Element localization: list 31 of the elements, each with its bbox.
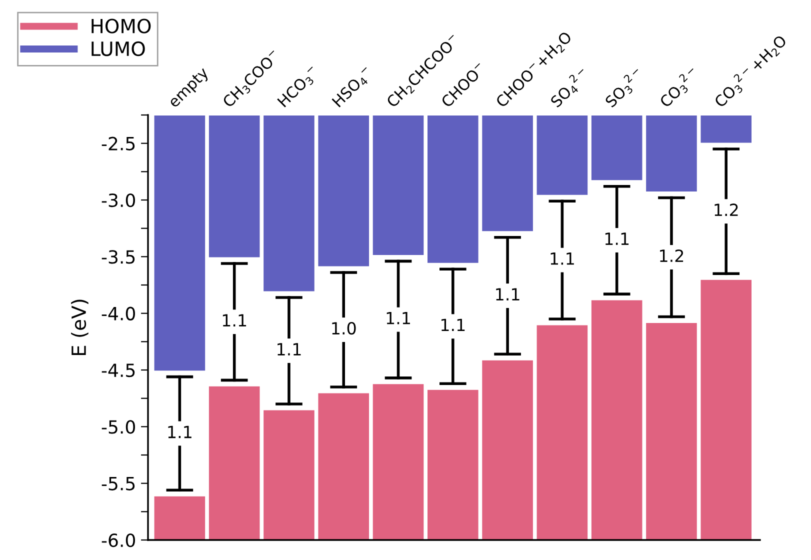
x-tick-label: SO$_{3}$$^{2−}$ <box>602 66 646 110</box>
bar <box>153 495 206 540</box>
x-tick-label: HCO$_{3}$$^{−}$ <box>276 65 321 110</box>
bar <box>153 115 206 372</box>
annotation: 1.2 <box>660 249 684 262</box>
x-tick-label: SO$_{4}$$^{2−}$ <box>548 66 592 110</box>
y-tick-label: -5.0 <box>102 420 135 434</box>
annotation: 1.1 <box>386 312 410 324</box>
y-tick-label: -4.5 <box>102 364 135 378</box>
x-tick-label: HSO$_{4}$$^{−}$ <box>332 66 375 110</box>
annotation: 1.1 <box>222 314 246 326</box>
annotation: 1.1 <box>168 426 192 438</box>
annotation: 1.1 <box>605 232 629 245</box>
x-tick-label: CH$_{3}$COO$^{−}$ <box>222 50 274 108</box>
y-tick-label: -3.5 <box>102 250 135 264</box>
y-tick-label: -4.0 <box>102 306 135 320</box>
annotation: 1.1 <box>278 343 301 356</box>
annotation: 1.0 <box>332 322 356 335</box>
annotation: 1.1 <box>441 318 465 331</box>
x-tick-label: CO$_{3}$$^{2−}$+H$_{2}$O <box>712 32 789 110</box>
text: HOMO <box>92 18 151 34</box>
annotation: 1.2 <box>714 204 738 216</box>
y-tick-label: -3.0 <box>102 193 135 208</box>
x-tick-label: CO$_{3}$$^{2−}$ <box>657 65 702 110</box>
annotation: 1.1 <box>496 288 520 300</box>
y-axis-title: E (eV) <box>71 300 88 356</box>
annotation: 1.1 <box>550 252 574 265</box>
y-tick-label: -6.0 <box>102 533 135 548</box>
legend-label: LUMO <box>92 41 145 56</box>
y-tick-label: -5.5 <box>102 477 135 490</box>
y-tick-label: -2.5 <box>102 136 135 150</box>
